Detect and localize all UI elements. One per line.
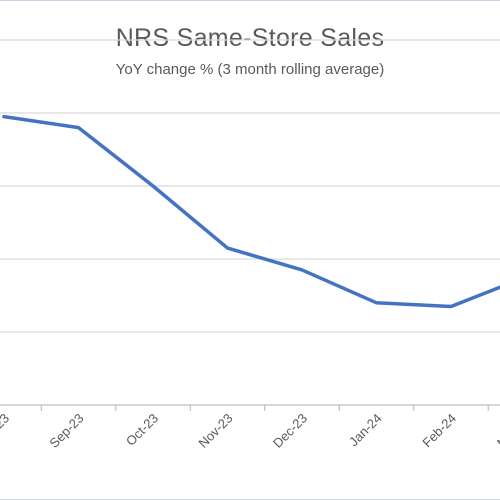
x-tick-label: Oct-23 (123, 411, 161, 449)
series-layer (2, 114, 500, 309)
x-tick-label: Jan-24 (346, 411, 385, 450)
x-axis-ticks (40, 405, 489, 411)
gridlines (0, 39, 500, 333)
x-tick-label: Dec-23 (270, 411, 310, 451)
x-tick-label: Mar-24 (494, 411, 500, 451)
chart-title: NRS Same-Store Sales (115, 24, 385, 52)
x-tick-label: Sep-23 (46, 411, 86, 451)
x-tick-label: Nov-23 (195, 411, 235, 451)
x-axis-tick-labels: Aug-23 Sep-23 Oct-23 Nov-23 Dec-23 Jan-24 Feb-… (0, 411, 500, 451)
x-tick-label: Aug-23 (0, 411, 12, 451)
series-line (2, 114, 500, 309)
x-tick-label: Feb-24 (419, 411, 459, 451)
chart-subtitle: YoY change % (3 month rolling average) (115, 61, 385, 78)
